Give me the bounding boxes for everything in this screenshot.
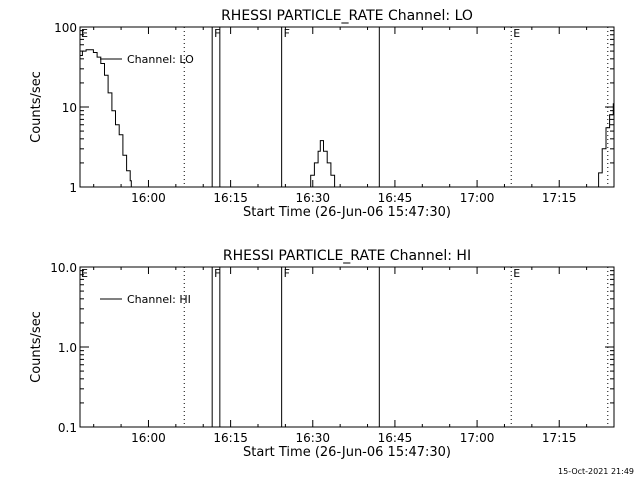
x-tick-label: 16:30 — [295, 191, 330, 205]
legend-label: Channel: LO — [127, 53, 194, 66]
y-tick-label: 10 — [62, 101, 77, 115]
plot-frame — [79, 26, 615, 188]
start-marker-label: E — [81, 267, 88, 280]
event-marker-label: F — [284, 267, 290, 280]
event-marker-label: F — [214, 267, 220, 280]
event-marker-label: F — [214, 27, 220, 40]
x-axis-label: Start Time (26-Jun-06 15:47:30) — [243, 445, 451, 460]
x-tick-label: 16:15 — [213, 431, 248, 445]
plot-frame — [79, 266, 615, 428]
event-marker-label: F — [284, 27, 290, 40]
y-axis-label: Counts/sec — [29, 71, 44, 143]
x-tick-label: 16:15 — [213, 191, 248, 205]
x-tick-label: 16:45 — [378, 431, 413, 445]
event-marker-label: E — [513, 27, 520, 40]
x-tick-label: 17:00 — [460, 191, 495, 205]
lo-channel-panel: RHESSI PARTICLE_RATE Channel: LO 16:00 16:… — [29, 8, 615, 220]
event-marker-label: E — [513, 267, 520, 280]
x-axis-label: Start Time (26-Jun-06 15:47:30) — [243, 205, 451, 220]
hi-channel-panel: RHESSI PARTICLE_RATE Channel: HI 16:00 16:… — [29, 248, 615, 460]
y-axis-label: Counts/sec — [29, 311, 44, 383]
x-tick-label: 16:00 — [131, 191, 166, 205]
x-tick-label: 16:45 — [378, 191, 413, 205]
generated-timestamp: 15-Oct-2021 21:49 — [558, 467, 634, 476]
y-tick-label: 1.0 — [58, 341, 77, 355]
x-tick-label: 17:15 — [542, 191, 577, 205]
series-line — [80, 49, 132, 187]
x-tick-label: 17:00 — [460, 431, 495, 445]
x-tick-label: 16:30 — [295, 431, 330, 445]
series-line — [592, 97, 615, 188]
x-tick-label: 16:00 — [131, 431, 166, 445]
y-tick-label: 10.0 — [50, 261, 77, 275]
y-tick-label: 0.1 — [58, 421, 77, 435]
chart-title: RHESSI PARTICLE_RATE Channel: HI — [223, 248, 471, 264]
chart-title: RHESSI PARTICLE_RATE Channel: LO — [221, 8, 473, 24]
legend-label: Channel: HI — [127, 293, 191, 306]
y-tick-label: 100 — [54, 21, 77, 35]
start-marker-label: E — [81, 27, 88, 40]
y-tick-label: 1 — [69, 181, 77, 195]
x-tick-label: 17:15 — [542, 431, 577, 445]
series-line — [307, 140, 336, 188]
